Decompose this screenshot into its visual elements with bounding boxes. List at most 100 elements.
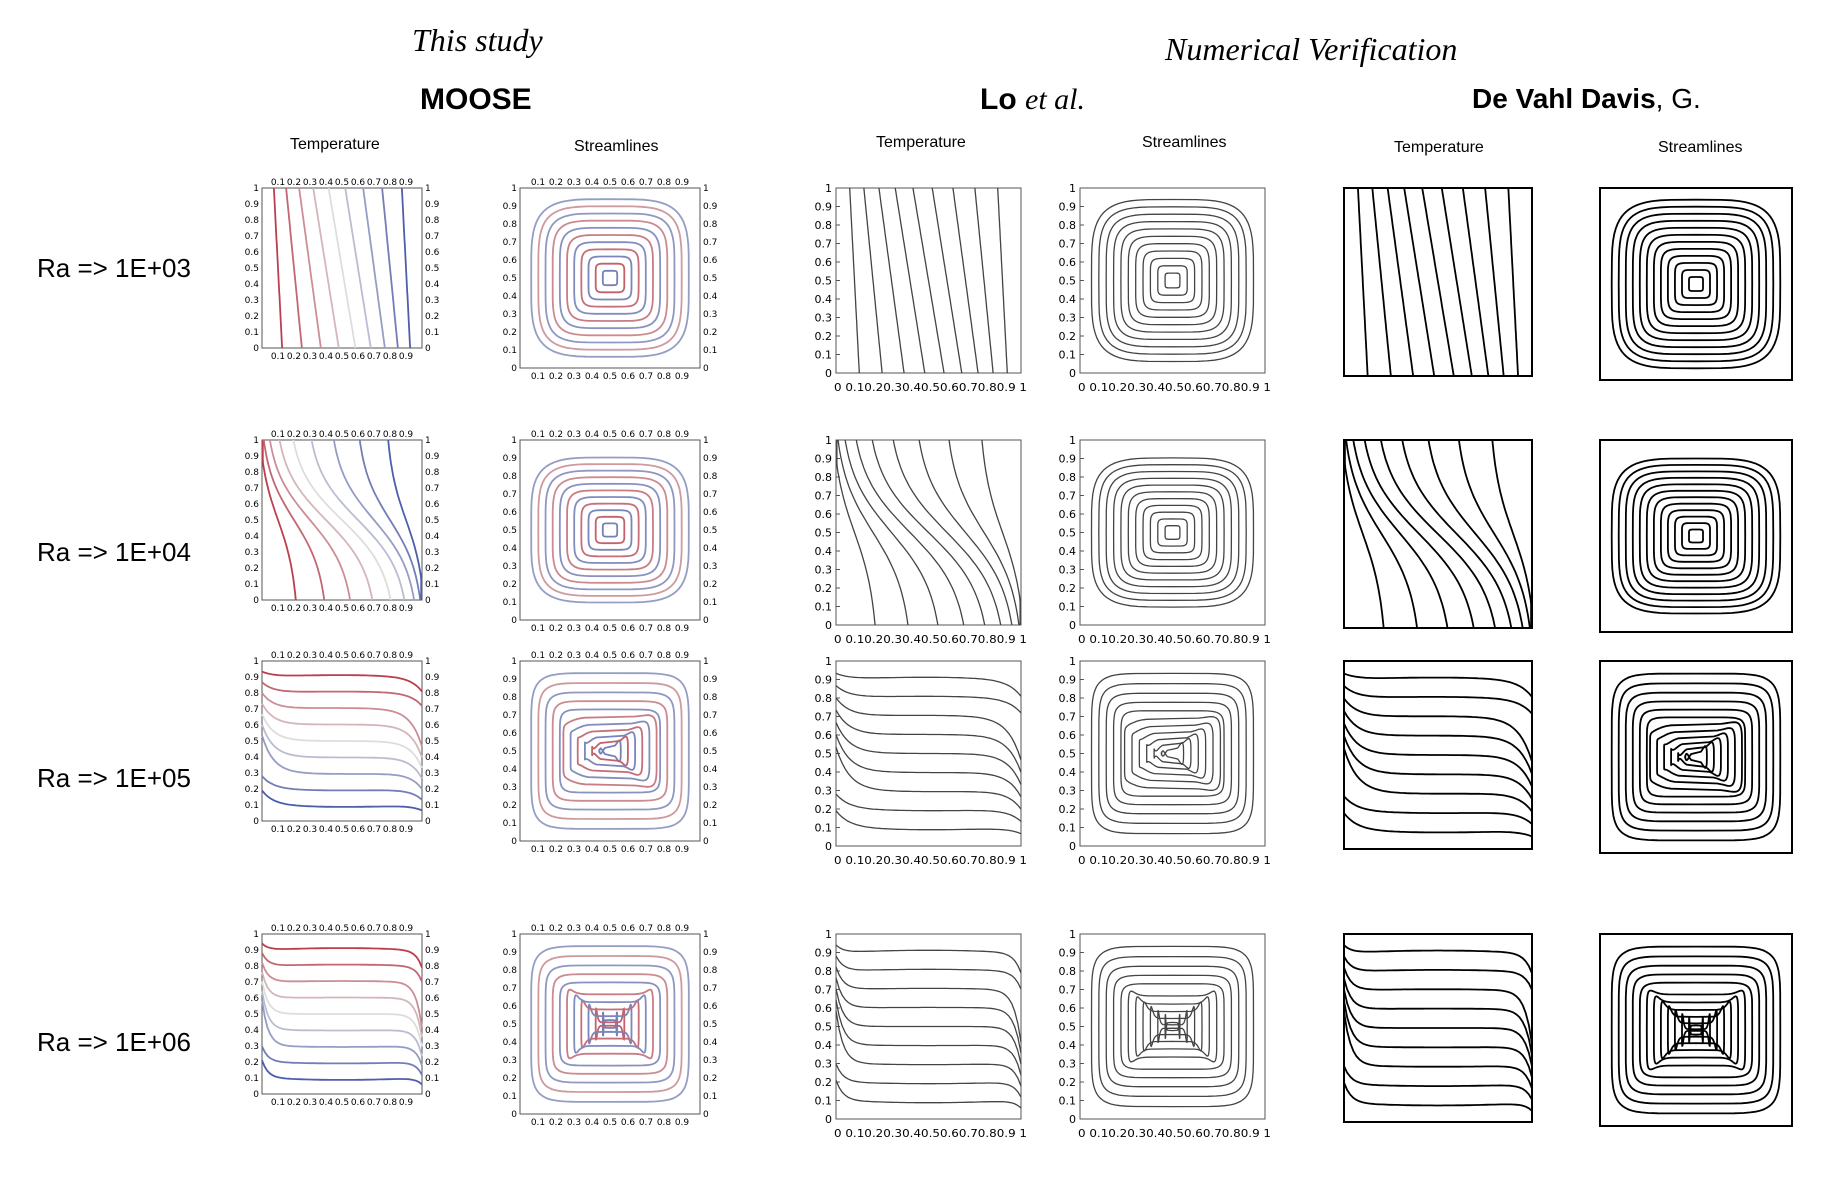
tick-label-top: 0.8 (657, 924, 672, 934)
tick-labels: 0 0.1 0.2 0.3 0.4 0.5 0.6 0.7 0.8 0.9 1 0 0.10.20.3… (1059, 434, 1272, 646)
tick-label-right: 0.7 (703, 711, 717, 721)
col-header-dvd-streamlines: Streamlines (1658, 139, 1743, 156)
isotherm-line (835, 1063, 1022, 1098)
tick-label-top: 0.5 (335, 430, 349, 440)
streamline (551, 219, 669, 337)
tick-label-left: 0.1 (503, 346, 517, 356)
tick-label-left: 0.6 (815, 1002, 833, 1015)
tick-label-top: 0.6 (351, 430, 366, 440)
contour-lines (261, 670, 423, 812)
streamline (1149, 257, 1196, 304)
isotherm-line (1343, 795, 1533, 825)
streamline (562, 714, 658, 788)
streamline (1610, 945, 1782, 1115)
isotherm-line (844, 439, 939, 626)
panel-dvd-temperature-row3 (1343, 660, 1533, 850)
isotherm-line (269, 439, 351, 601)
tick-label-right: 0 (703, 1110, 709, 1120)
tick-label-left: 0.8 (503, 472, 518, 482)
col-header-moose-temperature: Temperature (290, 136, 380, 153)
tick-label-top: 0.3 (303, 651, 317, 661)
isotherm-line (1343, 735, 1533, 800)
tick-label-bottom: 0.9 (675, 845, 690, 855)
tick-label-left: 0 (1069, 367, 1076, 380)
tick-label-bottom: 0.6 (351, 604, 366, 614)
tick-label-left: 0.3 (1059, 1058, 1077, 1071)
tick-label-top: 0.5 (603, 178, 617, 188)
isotherm-line (1343, 967, 1533, 1045)
tick-label-top: 0.2 (549, 178, 563, 188)
streamline (566, 489, 654, 571)
tick-label-bottom: 0.2 (287, 1098, 301, 1108)
tick-label-bottom: 0.6 (621, 845, 636, 855)
tick-label-left: 0.4 (1059, 766, 1077, 779)
streamline (1090, 672, 1255, 835)
tick-label-left: 0.3 (503, 562, 517, 572)
tick-labels: 0 0.1 0.2 0.3 0.4 0.5 0.6 0.7 0.8 0.9 1 0 0.10.20.3… (815, 182, 1028, 394)
tick-label-right: 0.2 (703, 580, 717, 590)
streamline (601, 269, 619, 287)
tick-label-bottom: 0.7 (367, 604, 381, 614)
isotherm-line (1343, 672, 1533, 698)
streamline (1120, 983, 1225, 1070)
tick-label-bottom: 0 0.10.20.30.40.50.60.70.80.9 1 (1078, 1127, 1271, 1140)
tick-label-left: 0.4 (1059, 545, 1077, 558)
tick-label-left: 0.3 (1059, 312, 1077, 325)
tick-label-top: 0.4 (585, 651, 600, 661)
tick-label-right: 0.3 (703, 562, 717, 572)
plot-frame (519, 187, 701, 369)
tick-label-left: 0.5 (1059, 748, 1077, 761)
isotherm-line (1343, 723, 1533, 787)
panel-moose-temperature-row1: 0.10.10.20.20.30.30.40.40.50.50.60.60.70… (245, 178, 440, 362)
lo-name: Lo (980, 83, 1017, 116)
tick-label-left: 0.6 (245, 248, 260, 258)
tick-label-bottom: 0 0.10.20.30.40.50.60.70.80.9 1 (834, 854, 1027, 867)
tick-labels: 0.10.10.20.20.30.30.40.40.50.50.60.60.70… (245, 651, 440, 835)
tick-label-right: 0.1 (703, 346, 717, 356)
tick-label-top: 0.5 (603, 651, 617, 661)
panel-lo-streamlines-row1: 0 0.1 0.2 0.3 0.4 0.5 0.6 0.7 0.8 0.9 1 0 0.10.20.3… (1059, 182, 1272, 394)
isotherm-line (948, 439, 1020, 626)
streamline (1127, 990, 1218, 1063)
tick-label-top: 0.8 (383, 924, 398, 934)
tick-label-left: 0.5 (815, 748, 833, 761)
contour-lines (1090, 457, 1255, 608)
tick-label-top: 0.8 (657, 178, 672, 188)
moose-title: MOOSE (420, 83, 532, 116)
tick-label-right: 0 (703, 616, 709, 626)
tick-label-left: 0.6 (245, 994, 260, 1004)
tick-label-left: 0 (253, 1090, 259, 1100)
tick-label-left: 0.2 (503, 801, 517, 811)
contour-lines (530, 945, 690, 1103)
isotherm-line (261, 703, 423, 758)
tick-label-left: 0.3 (1059, 785, 1077, 798)
tick-label-bottom: 0 0.10.20.30.40.50.60.70.80.9 1 (834, 381, 1027, 394)
tick-label-left: 0.7 (1059, 238, 1077, 251)
tick-label-right: 0.1 (425, 580, 439, 590)
tick-label-right: 0.2 (425, 1058, 439, 1068)
tick-label-right: 0.1 (425, 1074, 439, 1084)
tick-label-left: 0.9 (245, 452, 260, 462)
tick-label-left: 0.7 (245, 978, 259, 988)
streamline (566, 234, 654, 322)
tick-label-bottom: 0 0.10.20.30.40.50.60.70.80.9 1 (1078, 854, 1271, 867)
streamline (1142, 250, 1203, 311)
tick-label-top: 0.6 (621, 924, 636, 934)
tick-label-left: 0.4 (815, 1039, 833, 1052)
tick-label-right: 0.8 (703, 693, 718, 703)
tick-label-left: 0.2 (815, 582, 833, 595)
isotherm-line (312, 187, 340, 349)
tick-label-left: 0.1 (245, 1074, 259, 1084)
isotherm-line (849, 187, 860, 374)
tick-label-left: 0 (511, 1110, 517, 1120)
tick-label-top: 0.3 (567, 651, 581, 661)
tick-label-top: 0.3 (303, 430, 317, 440)
tick-label-left: 0.5 (245, 264, 259, 274)
tick-label-top: 0.6 (621, 651, 636, 661)
isotherm-line (261, 971, 423, 1038)
streamline (551, 700, 669, 802)
tick-label-left: 0.3 (1059, 564, 1077, 577)
tick-label-left: 0.3 (503, 783, 517, 793)
streamline (1105, 470, 1240, 595)
tick-label-right: 0.9 (425, 673, 440, 683)
